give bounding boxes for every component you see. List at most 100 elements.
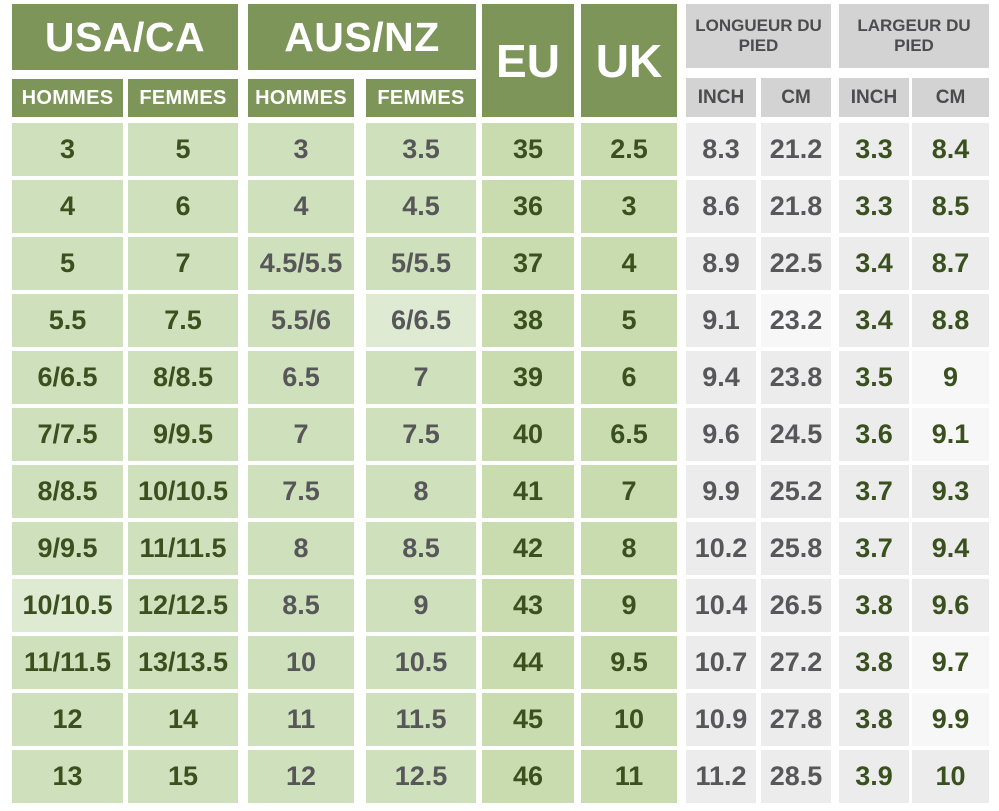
cell-width-inch: 3.3: [839, 180, 909, 233]
cell-usa-hommes: 10/10.5: [12, 579, 123, 632]
cell-width-cm: 10: [912, 750, 989, 803]
table-row: 13 15 12 12.5 46 11 11.2 28.5 3.9 10: [12, 750, 999, 803]
subheader-aus-femmes: FEMMES: [366, 79, 476, 117]
header-foot-length: LONGUEUR DU PIED: [686, 4, 831, 68]
table-body: 3 5 3 3.5 35 2.5 8.3 21.2 3.3 8.4 4 6 4 …: [0, 123, 999, 803]
cell-usa-hommes: 7/7.5: [12, 408, 123, 461]
cell-eu: 38: [482, 294, 574, 347]
cell-length-inch: 8.6: [686, 180, 756, 233]
cell-aus-hommes: 12: [248, 750, 354, 803]
cell-width-inch: 3.5: [839, 351, 909, 404]
cell-uk: 4: [581, 237, 677, 290]
cell-width-cm: 9.9: [912, 693, 989, 746]
cell-uk: 8: [581, 522, 677, 575]
cell-uk: 10: [581, 693, 677, 746]
cell-length-cm: 22.5: [761, 237, 831, 290]
cell-length-inch: 10.7: [686, 636, 756, 689]
cell-aus-hommes: 7: [248, 408, 354, 461]
cell-eu: 44: [482, 636, 574, 689]
cell-length-cm: 24.5: [761, 408, 831, 461]
cell-usa-femmes: 6: [128, 180, 238, 233]
cell-length-cm: 23.2: [761, 294, 831, 347]
cell-width-cm: 9.4: [912, 522, 989, 575]
cell-aus-hommes: 5.5/6: [248, 294, 354, 347]
table-row: 11/11.5 13/13.5 10 10.5 44 9.5 10.7 27.2…: [12, 636, 999, 689]
cell-width-cm: 9.3: [912, 465, 989, 518]
subheader-aus-hommes: HOMMES: [248, 79, 354, 117]
header-foot-width: LARGEUR DU PIED: [839, 4, 989, 68]
cell-aus-hommes: 3: [248, 123, 354, 176]
cell-width-inch: 3.6: [839, 408, 909, 461]
cell-aus-femmes: 10.5: [366, 636, 476, 689]
cell-width-inch: 3.3: [839, 123, 909, 176]
subheader-width-inch: INCH: [839, 78, 909, 117]
cell-usa-hommes: 12: [12, 693, 123, 746]
cell-aus-femmes: 3.5: [366, 123, 476, 176]
cell-length-inch: 10.9: [686, 693, 756, 746]
cell-width-inch: 3.9: [839, 750, 909, 803]
cell-usa-femmes: 13/13.5: [128, 636, 238, 689]
cell-length-inch: 10.2: [686, 522, 756, 575]
cell-length-cm: 25.2: [761, 465, 831, 518]
cell-usa-femmes: 7.5: [128, 294, 238, 347]
cell-aus-hommes: 6.5: [248, 351, 354, 404]
cell-length-inch: 8.9: [686, 237, 756, 290]
cell-usa-femmes: 9/9.5: [128, 408, 238, 461]
subheader-length-cm: CM: [761, 78, 831, 117]
cell-eu: 36: [482, 180, 574, 233]
cell-length-cm: 23.8: [761, 351, 831, 404]
cell-aus-hommes: 11: [248, 693, 354, 746]
cell-usa-hommes: 9/9.5: [12, 522, 123, 575]
subheader-width-cm: CM: [912, 78, 989, 117]
cell-aus-hommes: 4: [248, 180, 354, 233]
cell-usa-hommes: 3: [12, 123, 123, 176]
cell-uk: 7: [581, 465, 677, 518]
cell-eu: 46: [482, 750, 574, 803]
cell-eu: 40: [482, 408, 574, 461]
cell-uk: 9.5: [581, 636, 677, 689]
cell-length-cm: 25.8: [761, 522, 831, 575]
cell-aus-femmes: 9: [366, 579, 476, 632]
cell-usa-femmes: 10/10.5: [128, 465, 238, 518]
cell-usa-hommes: 5.5: [12, 294, 123, 347]
subheader-usa-hommes: HOMMES: [12, 79, 123, 117]
table-row: 4 6 4 4.5 36 3 8.6 21.8 3.3 8.5: [12, 180, 999, 233]
cell-uk: 6: [581, 351, 677, 404]
cell-usa-femmes: 12/12.5: [128, 579, 238, 632]
table-row: 12 14 11 11.5 45 10 10.9 27.8 3.8 9.9: [12, 693, 999, 746]
cell-length-cm: 26.5: [761, 579, 831, 632]
subheader-usa-femmes: FEMMES: [128, 79, 238, 117]
cell-length-inch: 8.3: [686, 123, 756, 176]
cell-aus-femmes: 11.5: [366, 693, 476, 746]
cell-aus-hommes: 7.5: [248, 465, 354, 518]
header-usa-ca: USA/CA: [12, 4, 238, 70]
cell-uk: 5: [581, 294, 677, 347]
cell-usa-hommes: 4: [12, 180, 123, 233]
cell-width-inch: 3.7: [839, 465, 909, 518]
cell-aus-hommes: 4.5/5.5: [248, 237, 354, 290]
cell-length-cm: 28.5: [761, 750, 831, 803]
cell-usa-femmes: 7: [128, 237, 238, 290]
cell-aus-hommes: 8.5: [248, 579, 354, 632]
cell-width-cm: 8.4: [912, 123, 989, 176]
table-row: 5.5 7.5 5.5/6 6/6.5 38 5 9.1 23.2 3.4 8.…: [12, 294, 999, 347]
cell-eu: 35: [482, 123, 574, 176]
cell-aus-femmes: 7.5: [366, 408, 476, 461]
cell-aus-hommes: 10: [248, 636, 354, 689]
cell-aus-femmes: 12.5: [366, 750, 476, 803]
table-row: 10/10.5 12/12.5 8.5 9 43 9 10.4 26.5 3.8…: [12, 579, 999, 632]
cell-length-cm: 27.8: [761, 693, 831, 746]
cell-eu: 42: [482, 522, 574, 575]
table-row: 9/9.5 11/11.5 8 8.5 42 8 10.2 25.8 3.7 9…: [12, 522, 999, 575]
cell-usa-femmes: 14: [128, 693, 238, 746]
table-row: 8/8.5 10/10.5 7.5 8 41 7 9.9 25.2 3.7 9.…: [12, 465, 999, 518]
cell-usa-hommes: 11/11.5: [12, 636, 123, 689]
cell-width-inch: 3.8: [839, 636, 909, 689]
cell-width-cm: 8.5: [912, 180, 989, 233]
cell-width-inch: 3.4: [839, 237, 909, 290]
cell-length-cm: 21.2: [761, 123, 831, 176]
cell-length-inch: 9.9: [686, 465, 756, 518]
cell-usa-femmes: 5: [128, 123, 238, 176]
cell-length-cm: 21.8: [761, 180, 831, 233]
